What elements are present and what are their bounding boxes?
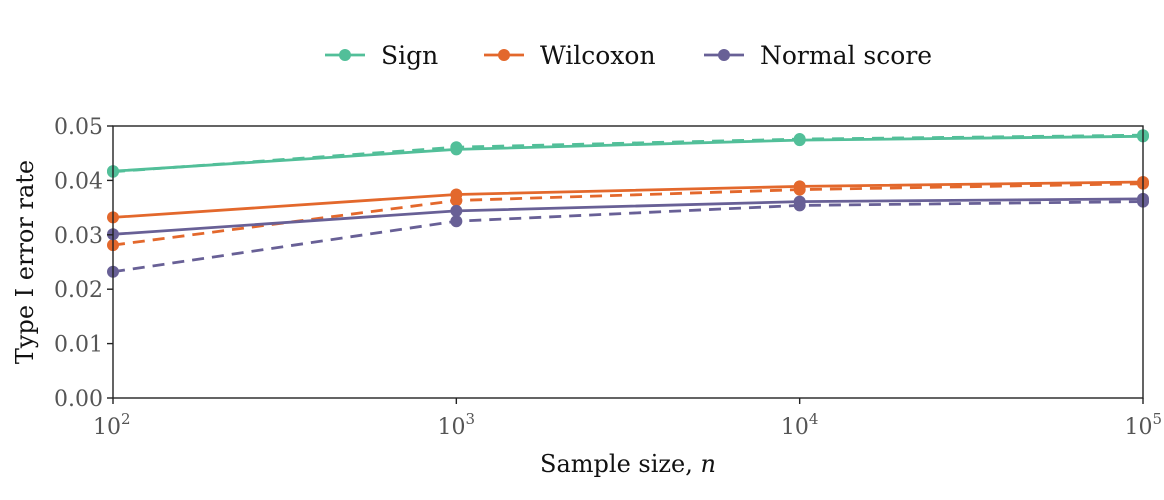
y-tick-label: 0.05 [54,115,103,140]
series-line [112,197,1144,236]
legend-swatch-marker [498,49,510,61]
x-tick-label: 104 [781,410,819,440]
series-line [112,133,1144,174]
data-point [793,199,806,212]
series-line [112,182,1144,247]
data-point [793,133,806,146]
plot-frame [112,125,1144,399]
legend-label: Normal score [760,41,932,70]
axes [107,125,1144,404]
data-point [450,215,463,228]
legend: Sign Wilcoxon Normal score [325,41,932,70]
legend-swatch-marker [718,49,730,61]
series-line [112,180,1144,219]
data-point [450,141,463,154]
y-tick-label: 0.03 [54,224,103,249]
y-tick-label: 0.02 [54,278,103,303]
legend-label: Wilcoxon [540,41,656,70]
series-layer [107,129,1149,278]
x-tick-label: 102 [93,410,131,440]
legend-item-sign: Sign [325,41,438,70]
y-axis-title: Type I error rate [11,160,39,364]
x-tick-labels: 102 103 104 105 [93,410,1162,440]
y-tick-label: 0.00 [54,387,103,412]
x-tick-label: 105 [1124,410,1162,440]
series-normal-score-solid [107,192,1149,241]
legend-swatch-marker [339,49,351,61]
x-tick-label: 103 [438,410,476,440]
y-tick-label: 0.04 [54,169,103,194]
series-line [112,200,1144,274]
y-tick-labels: 0.00 0.01 0.02 0.03 0.04 0.05 [54,115,103,412]
legend-item-normal-score: Normal score [704,41,932,70]
legend-item-wilcoxon: Wilcoxon [484,41,656,70]
data-point [793,183,806,196]
legend-label: Sign [381,41,438,70]
series-sign-dashed [107,129,1149,178]
x-axis-title: Sample size, n [540,450,716,478]
data-point [450,194,463,207]
data-point [450,204,463,217]
series-line [112,134,1144,173]
y-tick-label: 0.01 [54,333,103,358]
series-wilcoxon-dashed [107,177,1149,252]
